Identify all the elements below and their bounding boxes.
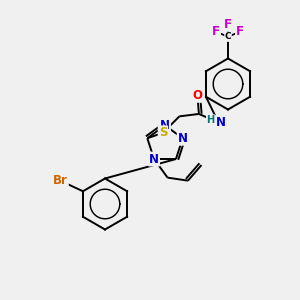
Text: C: C (225, 32, 231, 41)
Text: F: F (236, 25, 244, 38)
Text: H: H (206, 115, 215, 125)
Text: N: N (149, 152, 159, 166)
Text: S: S (159, 126, 167, 140)
Text: N: N (160, 119, 170, 132)
Text: Br: Br (53, 174, 68, 187)
Text: F: F (212, 25, 220, 38)
Text: O: O (192, 89, 203, 102)
Text: N: N (216, 116, 226, 129)
Text: F: F (224, 18, 232, 31)
Text: N: N (178, 132, 188, 145)
